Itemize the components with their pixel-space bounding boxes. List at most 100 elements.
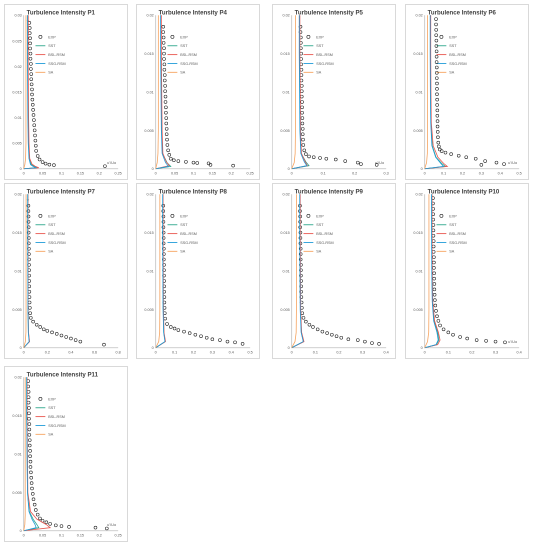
exp-data-point [105,526,109,531]
exp-data-point [164,132,169,136]
chart-title: Turbulence Intensity P1 [27,9,96,16]
x-tick-label: 0 [291,172,293,176]
legend-label: EXP [48,397,56,401]
exp-data-point [26,225,31,230]
y-tick-label: 0.015 [413,231,422,235]
exp-data-point [494,160,499,165]
exp-data-point [432,293,437,297]
legend-label: SSG-RSM [316,241,333,245]
legend-label: SSG-RSM [180,62,197,66]
legend-label: EXP [449,35,457,39]
exp-data-point [42,327,46,332]
x-tick-label: 0.1 [321,172,326,176]
exp-data-point [32,118,36,122]
exp-data-point [161,41,166,45]
exp-data-point [300,110,304,115]
y-tick-label: 0.015 [280,231,289,235]
exp-data-point [182,329,186,334]
exp-data-point [315,327,320,332]
x-tick-label: 0.2 [45,351,50,355]
legend-marker-exp [170,214,175,218]
chart-panel: 0 0.005 0.01 0.015 0.02 0 0.1 0.2 0.3 0.4 0.5 Turbu… [136,183,260,359]
legend-marker-exp [439,214,444,218]
exp-data-point [435,65,439,70]
legend-label: SST [48,44,56,48]
x-tick-label: 0.05 [171,172,178,176]
legend-label: EXP [180,214,188,218]
series-line-bsl-rsm [291,15,309,170]
exp-data-point [35,512,40,517]
exp-data-point [29,77,33,81]
x-tick-label: 0.6 [92,351,97,355]
exp-data-point [69,336,73,341]
exp-data-point [187,331,192,335]
exp-data-point [437,144,441,149]
x-tick-label: 0.2 [229,172,234,176]
exp-data-point [165,143,170,147]
x-tick-label: 0.2 [352,172,357,176]
exp-data-point [464,155,468,159]
y-tick-label: 0.01 [282,269,289,273]
exp-data-point [28,465,33,469]
exp-data-point [30,92,34,97]
exp-data-point [33,133,37,138]
legend-label: EXP [449,214,457,218]
exp-data-point [67,525,71,529]
chart-panel: 0 0.005 0.01 0.015 0.02 0 0.1 0.2 0.3 0.4 Turbulen… [405,183,529,359]
exp-data-point [356,338,360,342]
chart-panel: 0 0.005 0.01 0.015 0.02 0.025 0.03 0 0.05 0.1 0.15… [4,4,128,180]
legend-label: EXP [48,35,56,39]
exp-data-point [27,411,31,416]
y-tick-label: 0 [288,346,290,350]
exp-data-point [343,159,347,163]
chart-svg: 0 0.005 0.01 0.015 0.02 0 0.2 0.4 0.6 0.8 Turbulen… [12,188,120,355]
y-tick-label: 0.025 [12,39,21,43]
exp-data-point [169,325,173,329]
series-line-ssg-rsm [23,15,38,170]
x-tick-label: 0.4 [229,351,234,355]
exp-data-point [374,163,379,167]
exp-data-point [27,416,31,421]
legend-marker-exp [170,35,175,39]
chart-svg: 0 0.005 0.01 0.015 0.02 0 0.05 0.1 0.15 0.2 0.25 Tu… [12,371,121,537]
exp-data-point [339,336,344,340]
exp-data-point [78,339,83,344]
exp-data-point [28,56,33,61]
exp-data-point [436,319,441,323]
exp-data-point [299,273,303,278]
exp-data-point [55,332,59,336]
exp-data-point [163,73,167,77]
exp-data-point [38,516,42,521]
legend-label: SST [316,223,324,227]
legend-label: SST [449,223,457,227]
y-tick-label: 0.015 [12,414,21,418]
legend-marker-exp [38,397,43,401]
x-tick-label: 0.15 [209,172,216,176]
exp-data-point [165,322,169,326]
legend-label: SST [180,44,188,48]
legend-label: EXP [316,35,324,39]
exp-data-point [26,230,31,235]
exp-data-point [436,135,440,140]
exp-data-point [483,159,487,163]
exp-data-point [434,33,438,37]
y-tick-label: 0.01 [14,269,21,273]
exp-data-point [432,287,437,292]
exp-data-point [193,332,198,337]
chart-svg: 0 0.005 0.01 0.015 0.02 0 0.1 0.2 0.3 0.4 0.5 Turbu… [413,9,521,176]
exp-data-point [31,492,35,496]
exp-data-point [27,443,32,448]
legend-label: SSG-RSM [48,62,65,66]
exp-data-point [161,30,165,34]
exp-data-point [434,17,438,21]
exp-data-point [163,78,167,83]
exp-data-point [176,159,181,163]
x-tick-label: 0.3 [384,172,389,176]
exp-data-point [320,329,325,334]
x-tick-label: 0 [424,351,426,355]
exp-data-point [435,97,439,102]
x-tick-label: 0.4 [498,172,503,176]
series-line-sst [23,377,40,532]
exp-data-point [32,128,37,133]
exp-data-point [432,282,437,286]
